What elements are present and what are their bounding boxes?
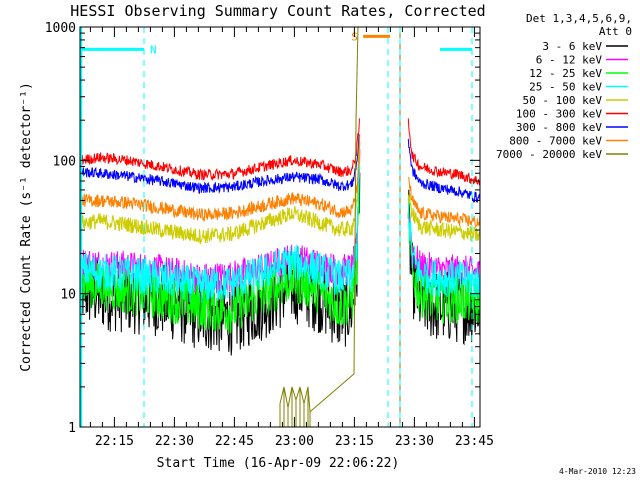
legend-entry-label: 6 - 12 keV	[536, 54, 603, 67]
x-tick-label: 22:30	[155, 434, 194, 449]
footer-timestamp: 4-Mar-2010 12:23	[559, 467, 636, 476]
series-line	[79, 118, 481, 186]
y-axis: 1 10 100 1000	[45, 21, 480, 436]
series-line	[79, 140, 481, 245]
legend-entry-label: 3 - 6 keV	[542, 40, 602, 53]
legend-entry-label: 25 - 50 keV	[529, 81, 602, 94]
x-tick-label: 23:00	[275, 434, 314, 449]
series-line	[279, 26, 401, 427]
annotation-label: N	[150, 43, 157, 56]
legend-title-line-2: Att 0	[599, 25, 632, 38]
legend-entry-label: 50 - 100 keV	[523, 94, 603, 107]
series-9	[279, 26, 401, 427]
legend-entry-label: 800 - 7000 keV	[509, 135, 602, 148]
y-tick-label: 100	[53, 154, 76, 169]
series-line	[79, 163, 481, 304]
annotation-layer: NS	[80, 30, 472, 56]
chart-title: HESSI Observing Summary Count Rates, Cor…	[70, 2, 485, 20]
x-axis-label: Start Time (16-Apr-09 22:06:22)	[157, 456, 400, 471]
x-tick-label: 22:45	[215, 434, 254, 449]
series-6	[79, 118, 481, 186]
series-4	[79, 163, 481, 304]
x-tick-label: 23:15	[335, 434, 374, 449]
y-tick-label: 10	[60, 288, 76, 303]
series-layer	[79, 26, 481, 427]
vertical-markers	[80, 27, 473, 427]
legend-entry-label: 300 - 800 keV	[516, 121, 602, 134]
series-7	[79, 134, 481, 204]
x-tick-label: 23:30	[395, 434, 434, 449]
y-tick-label: 1000	[45, 21, 76, 36]
series-line	[79, 134, 481, 204]
series-line	[79, 134, 481, 228]
y-tick-label: 1	[68, 421, 76, 436]
plot-frame	[79, 26, 481, 428]
series-8	[79, 134, 481, 228]
y-axis-label: Corrected Count Rate (s⁻¹ detector⁻¹)	[19, 82, 34, 372]
legend-entry-label: 7000 - 20000 keV	[496, 148, 602, 161]
x-tick-label: 23:45	[455, 434, 494, 449]
legend-title-line-1: Det 1,3,4,5,6,9,	[526, 12, 632, 25]
x-axis: 22:15 22:30 22:45 23:00 23:15 23:30 23:45	[89, 27, 494, 449]
legend-entry-label: 100 - 300 keV	[516, 108, 602, 121]
series-5	[79, 140, 481, 245]
legend-entry-label: 12 - 25 keV	[529, 67, 602, 80]
x-tick-label: 22:15	[95, 434, 134, 449]
